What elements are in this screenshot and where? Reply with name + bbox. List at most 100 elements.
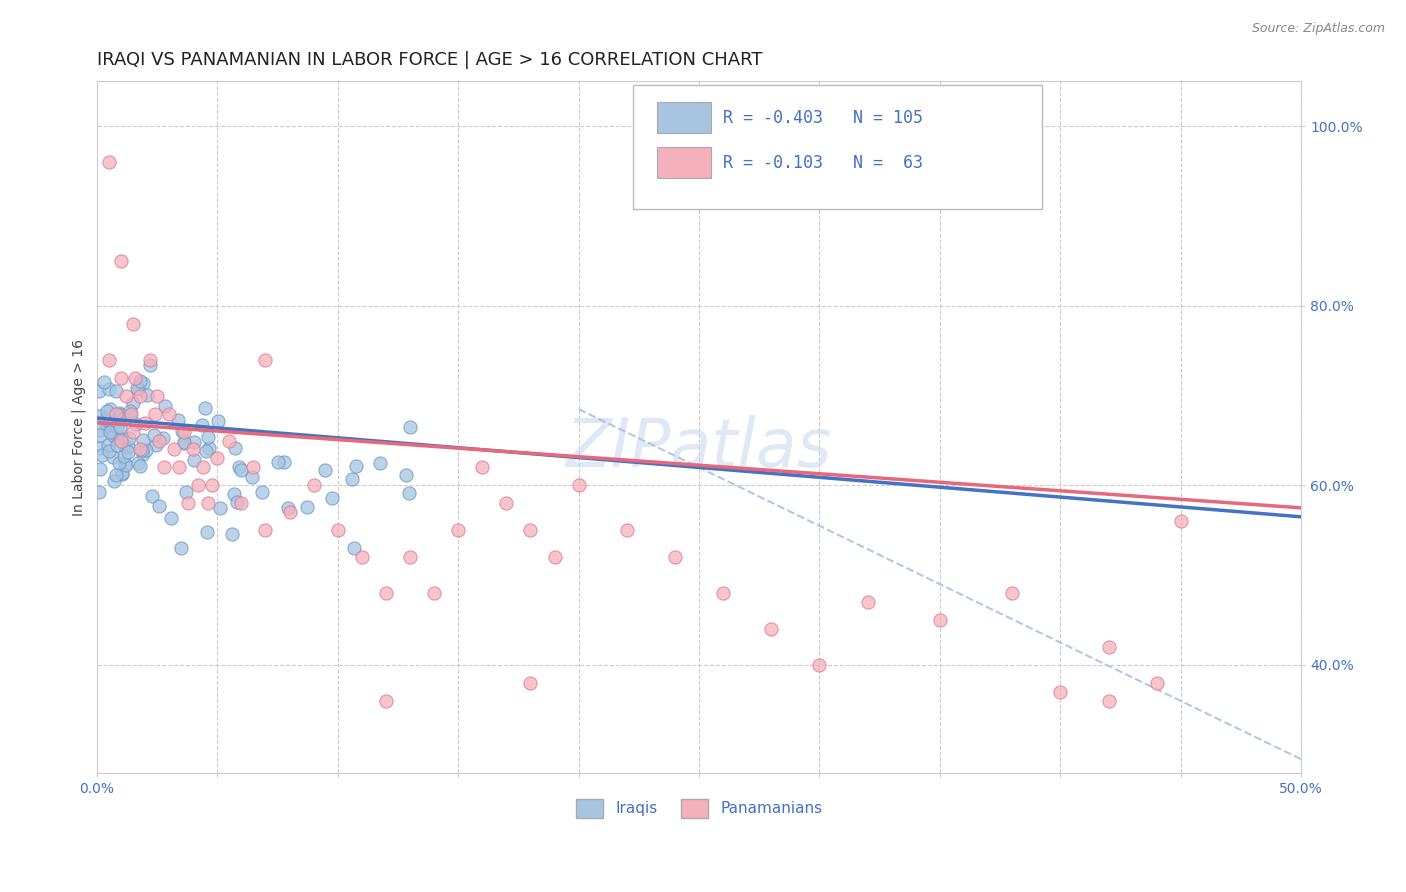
Point <box>97 443 120 458</box>
Point <box>207 451 229 466</box>
Point <box>326 524 349 538</box>
Point <box>110 431 132 445</box>
Point <box>173 435 195 450</box>
Point <box>89 409 111 423</box>
Point <box>129 458 152 473</box>
Point <box>132 433 155 447</box>
Point <box>141 489 163 503</box>
Point <box>160 510 183 524</box>
Point <box>103 450 125 465</box>
Point <box>172 424 194 438</box>
Text: Source: ZipAtlas.com: Source: ZipAtlas.com <box>1251 22 1385 36</box>
Point <box>111 467 134 481</box>
Point <box>111 466 134 480</box>
Point <box>218 434 240 448</box>
Point <box>143 427 166 442</box>
Point <box>114 457 136 471</box>
Point <box>1170 514 1192 528</box>
Point <box>153 460 176 475</box>
Point <box>108 414 131 428</box>
Point <box>163 442 186 457</box>
Point <box>170 541 193 556</box>
FancyBboxPatch shape <box>633 85 1042 210</box>
Point <box>231 496 253 510</box>
Point <box>808 658 831 673</box>
Point <box>344 459 367 474</box>
Point <box>207 414 229 428</box>
Point <box>146 389 169 403</box>
Point <box>423 586 446 600</box>
Point <box>221 527 243 541</box>
Point <box>127 382 149 396</box>
Point <box>278 505 301 519</box>
Point <box>368 456 391 470</box>
Point <box>89 462 111 476</box>
Point <box>148 499 170 513</box>
Point <box>100 401 122 416</box>
Point <box>118 431 141 445</box>
Point <box>108 408 131 422</box>
Point <box>108 420 131 434</box>
Point <box>152 431 174 445</box>
Point <box>198 442 221 456</box>
Point <box>447 524 470 538</box>
Point <box>124 370 146 384</box>
Text: IRAQI VS PANAMANIAN IN LABOR FORCE | AGE > 16 CORRELATION CHART: IRAQI VS PANAMANIAN IN LABOR FORCE | AGE… <box>97 51 762 69</box>
Point <box>122 396 145 410</box>
Point <box>127 456 149 470</box>
Point <box>197 524 219 539</box>
Point <box>98 382 121 396</box>
Point <box>343 541 366 555</box>
Point <box>105 407 128 421</box>
Point <box>107 432 129 446</box>
Point <box>1097 694 1119 708</box>
Point <box>96 404 118 418</box>
Point <box>105 438 128 452</box>
Point <box>277 501 299 516</box>
Point <box>229 462 252 476</box>
Point <box>89 428 111 442</box>
Point <box>519 524 541 538</box>
Point <box>101 417 124 432</box>
Point <box>110 434 132 448</box>
Point <box>125 381 148 395</box>
Point <box>98 425 121 439</box>
Point <box>224 441 246 455</box>
Point <box>107 406 129 420</box>
Point <box>190 417 212 432</box>
Point <box>1001 586 1024 600</box>
Point <box>132 376 155 390</box>
Point <box>173 435 195 450</box>
Point <box>94 411 117 425</box>
Point <box>114 389 136 403</box>
Point <box>129 389 152 403</box>
Point <box>1049 685 1071 699</box>
Point <box>398 419 420 434</box>
Point <box>302 478 325 492</box>
Point <box>321 491 343 506</box>
Point <box>153 399 176 413</box>
Point <box>250 485 273 500</box>
Point <box>929 613 952 627</box>
Point <box>91 448 114 462</box>
Point <box>118 409 141 423</box>
Point <box>616 524 638 538</box>
Point <box>128 374 150 388</box>
Point <box>228 459 250 474</box>
Point <box>143 407 166 421</box>
Point <box>267 455 290 469</box>
Point <box>112 411 135 425</box>
Point <box>122 317 145 331</box>
Point <box>120 404 142 418</box>
Point <box>761 622 783 636</box>
Text: R = -0.403   N = 105: R = -0.403 N = 105 <box>723 109 924 127</box>
Point <box>94 418 117 433</box>
Point <box>399 550 422 565</box>
Point <box>139 352 162 367</box>
Point <box>191 460 214 475</box>
Point <box>209 501 232 516</box>
Point <box>135 443 157 458</box>
Point <box>1097 640 1119 654</box>
Point <box>89 423 111 437</box>
Point <box>374 586 396 600</box>
